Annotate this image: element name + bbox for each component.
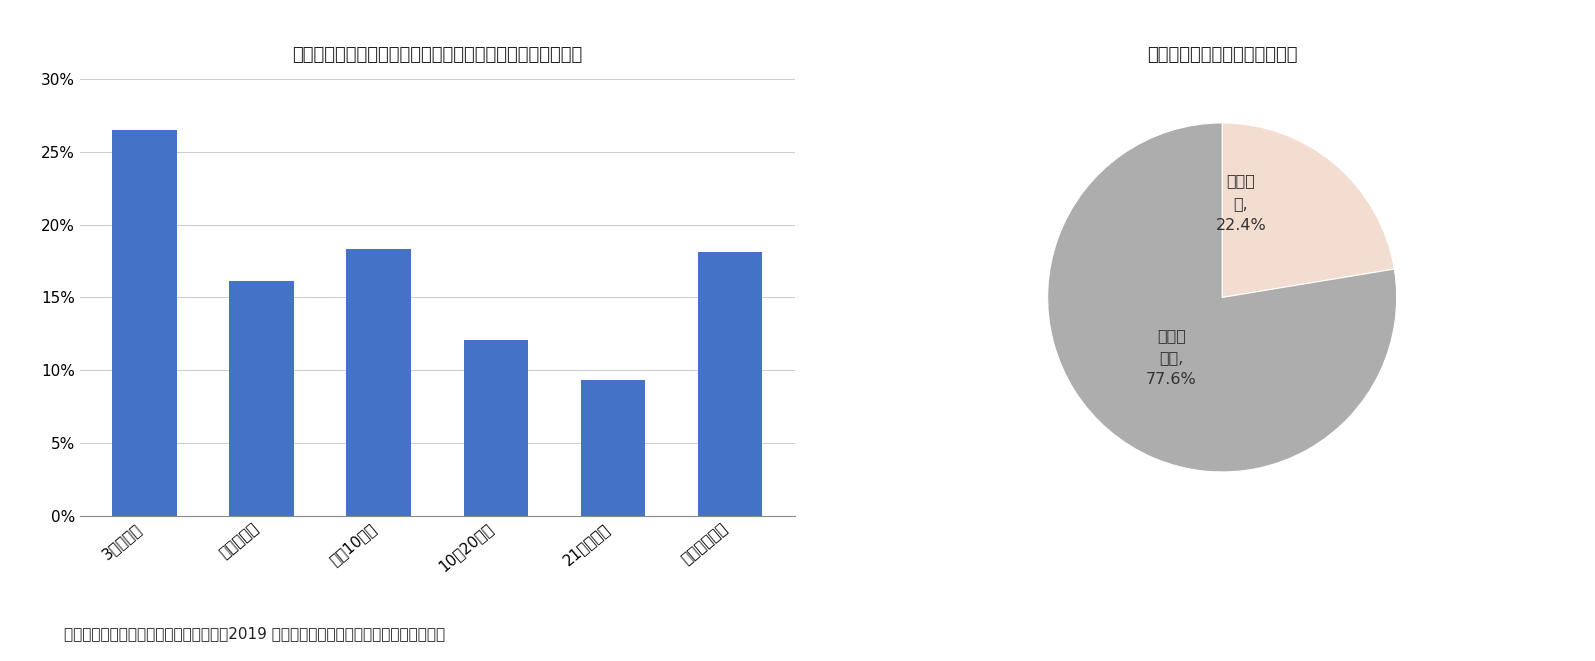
Bar	[112, 130, 177, 516]
Bar	[464, 340, 528, 516]
Bar	[699, 253, 762, 516]
Title: 図表２　残業代の支払いの有無: 図表２ 残業代の支払いの有無	[1147, 46, 1297, 64]
Wedge shape	[1222, 123, 1394, 297]
Wedge shape	[1048, 123, 1397, 472]
Bar	[346, 249, 412, 516]
Text: 支払い
有,
22.4%: 支払い 有, 22.4%	[1215, 174, 1266, 233]
Text: （出所）図表１、図表２とも智聯招聘「2019 年中国ホワイトカラー職場生活現状報告」: （出所）図表１、図表２とも智聯招聘「2019 年中国ホワイトカラー職場生活現状報…	[64, 626, 445, 641]
Text: 支払い
無し,
77.6%: 支払い 無し, 77.6%	[1145, 328, 1196, 387]
Bar	[230, 282, 293, 516]
Title: 図表１　中国におけるサラリーマンの１週間の平均残業時間: 図表１ 中国におけるサラリーマンの１週間の平均残業時間	[292, 46, 582, 64]
Bar	[581, 380, 644, 516]
